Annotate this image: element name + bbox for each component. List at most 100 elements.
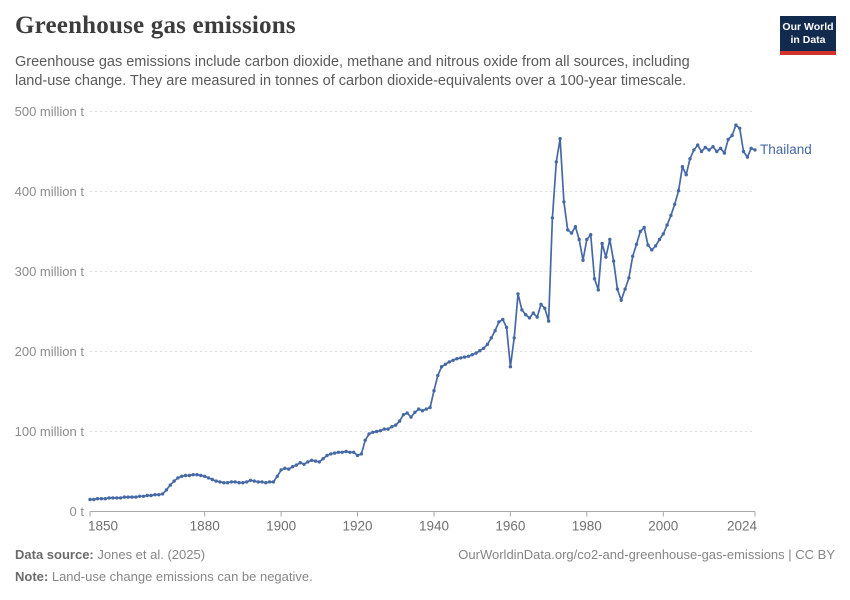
data-point bbox=[600, 241, 604, 246]
data-point bbox=[753, 148, 757, 152]
y-tick-label: 500 million t bbox=[15, 104, 85, 119]
data-point bbox=[497, 320, 501, 324]
data-point bbox=[252, 479, 256, 483]
data-point bbox=[157, 493, 161, 497]
data-point bbox=[222, 481, 226, 485]
data-point bbox=[149, 493, 153, 498]
data-point bbox=[359, 452, 364, 456]
data-point bbox=[352, 450, 356, 454]
data-point bbox=[455, 357, 459, 361]
owid-logo: Our World in Data bbox=[780, 16, 836, 55]
data-point bbox=[218, 480, 222, 484]
data-point bbox=[703, 145, 707, 150]
data-point bbox=[294, 463, 299, 467]
data-point bbox=[646, 243, 650, 247]
data-point bbox=[130, 495, 134, 499]
data-point bbox=[405, 411, 409, 415]
subtitle-line-2: land-use change. They are measured in to… bbox=[15, 73, 687, 89]
data-point bbox=[103, 497, 108, 501]
data-point bbox=[153, 493, 157, 497]
data-point bbox=[589, 233, 593, 237]
data-point bbox=[92, 497, 96, 502]
data-point bbox=[543, 306, 547, 310]
data-point bbox=[531, 311, 535, 315]
x-tick-label: 1940 bbox=[419, 519, 449, 534]
data-point bbox=[355, 453, 360, 458]
data-point bbox=[413, 410, 417, 414]
data-point bbox=[283, 466, 287, 470]
data-point bbox=[134, 495, 138, 499]
thailand-emissions-line bbox=[89, 124, 756, 501]
data-point bbox=[466, 354, 471, 358]
data-point bbox=[562, 200, 566, 204]
data-point bbox=[176, 476, 180, 480]
data-point bbox=[340, 450, 344, 454]
data-point bbox=[417, 407, 421, 411]
data-point bbox=[344, 449, 348, 454]
data-point bbox=[321, 457, 325, 461]
data-point bbox=[111, 496, 115, 500]
data-point bbox=[592, 277, 597, 281]
data-point bbox=[260, 480, 264, 484]
data-point bbox=[367, 432, 371, 436]
data-point bbox=[394, 423, 398, 427]
data-point bbox=[577, 237, 581, 242]
data-point bbox=[741, 149, 746, 154]
data-point bbox=[447, 360, 451, 364]
y-tick-label: 100 million t bbox=[15, 424, 85, 439]
note-value: Land-use change emissions can be negativ… bbox=[51, 569, 313, 584]
data-source-value: Jones et al. (2025) bbox=[97, 547, 206, 562]
data-point bbox=[363, 438, 367, 442]
data-point bbox=[546, 319, 551, 323]
data-point bbox=[676, 189, 681, 193]
data-point bbox=[390, 425, 394, 429]
y-tick-label: 400 million t bbox=[15, 184, 85, 199]
data-point bbox=[520, 308, 524, 312]
owid-logo-line1: Our World bbox=[782, 21, 834, 33]
data-point bbox=[524, 313, 528, 317]
gridlines bbox=[90, 111, 755, 512]
data-point bbox=[164, 488, 169, 492]
x-tick-label: 1920 bbox=[342, 519, 372, 534]
data-point bbox=[264, 481, 268, 485]
data-point bbox=[313, 459, 318, 463]
data-point bbox=[508, 365, 513, 369]
y-axis-labels: 0 t 100 million t 200 million t 300 million… bbox=[15, 104, 85, 519]
data-point bbox=[172, 479, 176, 483]
data-point bbox=[317, 460, 321, 464]
data-point bbox=[642, 225, 646, 230]
data-point bbox=[688, 157, 692, 161]
data-point bbox=[374, 429, 379, 434]
license-link[interactable]: OurWorldinData.org/co2-and-greenhouse-ga… bbox=[458, 547, 835, 562]
data-point bbox=[160, 492, 165, 496]
data-point bbox=[722, 151, 727, 155]
data-point bbox=[279, 468, 283, 472]
data-point bbox=[474, 351, 478, 355]
data-point bbox=[237, 481, 241, 485]
data-point bbox=[711, 145, 715, 149]
data-point bbox=[696, 143, 700, 147]
data-point bbox=[141, 494, 146, 498]
data-points bbox=[88, 123, 757, 502]
data-point bbox=[627, 276, 631, 280]
data-point bbox=[604, 255, 608, 259]
data-point bbox=[287, 467, 291, 471]
data-point bbox=[203, 474, 207, 478]
data-point bbox=[462, 355, 467, 359]
data-point bbox=[527, 316, 532, 320]
data-point bbox=[699, 149, 704, 154]
data-point bbox=[554, 160, 558, 164]
data-point bbox=[634, 242, 639, 246]
data-point bbox=[107, 496, 111, 500]
data-point bbox=[122, 495, 127, 499]
data-point bbox=[489, 336, 493, 340]
data-point bbox=[298, 461, 302, 465]
data-point bbox=[650, 248, 654, 252]
data-point bbox=[692, 148, 696, 152]
data-point bbox=[443, 362, 448, 366]
page-title: Greenhouse gas emissions bbox=[15, 12, 296, 39]
data-point bbox=[348, 450, 352, 454]
data-point bbox=[271, 480, 276, 484]
data-point bbox=[726, 137, 730, 142]
data-point bbox=[451, 358, 455, 362]
